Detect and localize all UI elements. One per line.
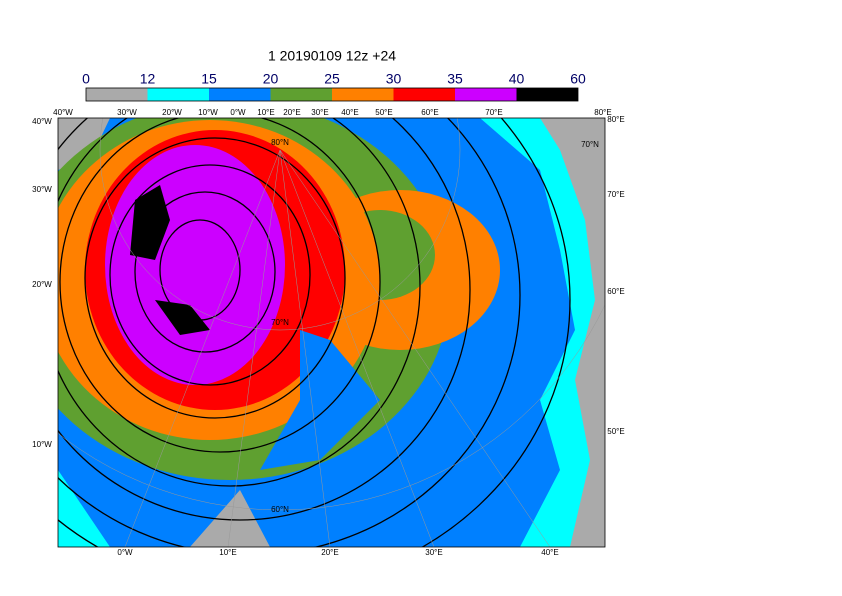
right-label: 50°E xyxy=(607,427,624,436)
top-label: 50°E xyxy=(375,108,392,117)
colorbar-tick-label: 12 xyxy=(140,71,156,87)
colorbar-tick-label: 25 xyxy=(324,71,340,87)
right-label: 60°E xyxy=(607,287,624,296)
colorbar: 0 12 15 20 25 30 35 40 60 xyxy=(82,71,586,102)
graticule-labels: 40°W 30°W 20°W 10°W 0°W 10°E 20°E 30°E 40°E 50°E 6… xyxy=(32,108,625,557)
colorbar-tick-label: 20 xyxy=(263,71,279,87)
map-field xyxy=(58,118,605,547)
colorbar-tick-label: 0 xyxy=(82,71,90,87)
top-label: 20°E xyxy=(283,108,300,117)
left-label: 40°W xyxy=(32,117,52,126)
top-label: 40°W xyxy=(53,108,73,117)
map-label: 60°N xyxy=(271,505,289,514)
black-core-2 xyxy=(155,300,210,335)
colorbar-segment xyxy=(393,88,455,101)
bottom-label: 40°E xyxy=(541,548,558,557)
left-label: 30°W xyxy=(32,185,52,194)
colorbar-segment xyxy=(86,88,148,101)
top-label: 20°W xyxy=(162,108,182,117)
colorbar-border xyxy=(85,87,579,102)
colorbar-tick-label: 35 xyxy=(447,71,463,87)
colorbar-segment xyxy=(332,88,394,101)
bottom-label: 30°E xyxy=(425,548,442,557)
map-frame xyxy=(57,117,606,548)
top-label: 30°E xyxy=(311,108,328,117)
map-label: 70°N xyxy=(271,318,289,327)
left-label: 20°W xyxy=(32,280,52,289)
top-label: 60°E xyxy=(421,108,438,117)
top-label: 0°W xyxy=(230,108,246,117)
top-label: 10°E xyxy=(257,108,274,117)
land-greenland xyxy=(58,118,110,170)
isobars xyxy=(58,118,571,547)
land-east xyxy=(540,118,605,547)
right-label: 70°E xyxy=(607,190,624,199)
magenta-region xyxy=(105,145,285,385)
colorbar-segment xyxy=(270,88,332,101)
bottom-label: 10°E xyxy=(219,548,236,557)
colorbar-tick-label: 60 xyxy=(570,71,586,87)
right-label: 70°N xyxy=(581,140,599,149)
left-label: 10°W xyxy=(32,440,52,449)
colorbar-segment xyxy=(209,88,271,101)
top-label: 10°W xyxy=(198,108,218,117)
colorbar-segment xyxy=(455,88,517,101)
colorbar-segment xyxy=(147,88,209,101)
colorbar-tick-label: 30 xyxy=(386,71,402,87)
top-label: 40°E xyxy=(341,108,358,117)
cyan-region xyxy=(480,118,605,547)
graticule xyxy=(58,118,605,547)
colorbar-tick-label: 15 xyxy=(201,71,217,87)
right-label: 80°E xyxy=(607,115,624,124)
colorbar-tick-label: 40 xyxy=(509,71,525,87)
bottom-label: 20°E xyxy=(321,548,338,557)
top-label: 70°E xyxy=(485,108,502,117)
top-label: 80°E xyxy=(594,108,611,117)
bottom-label: 0°W xyxy=(117,548,133,557)
title: 1 20190109 12z +24 xyxy=(268,48,396,64)
land-scandinavia xyxy=(190,490,270,547)
map-label: 80°N xyxy=(271,138,289,147)
top-label: 30°W xyxy=(117,108,137,117)
colorbar-segment xyxy=(516,88,578,101)
